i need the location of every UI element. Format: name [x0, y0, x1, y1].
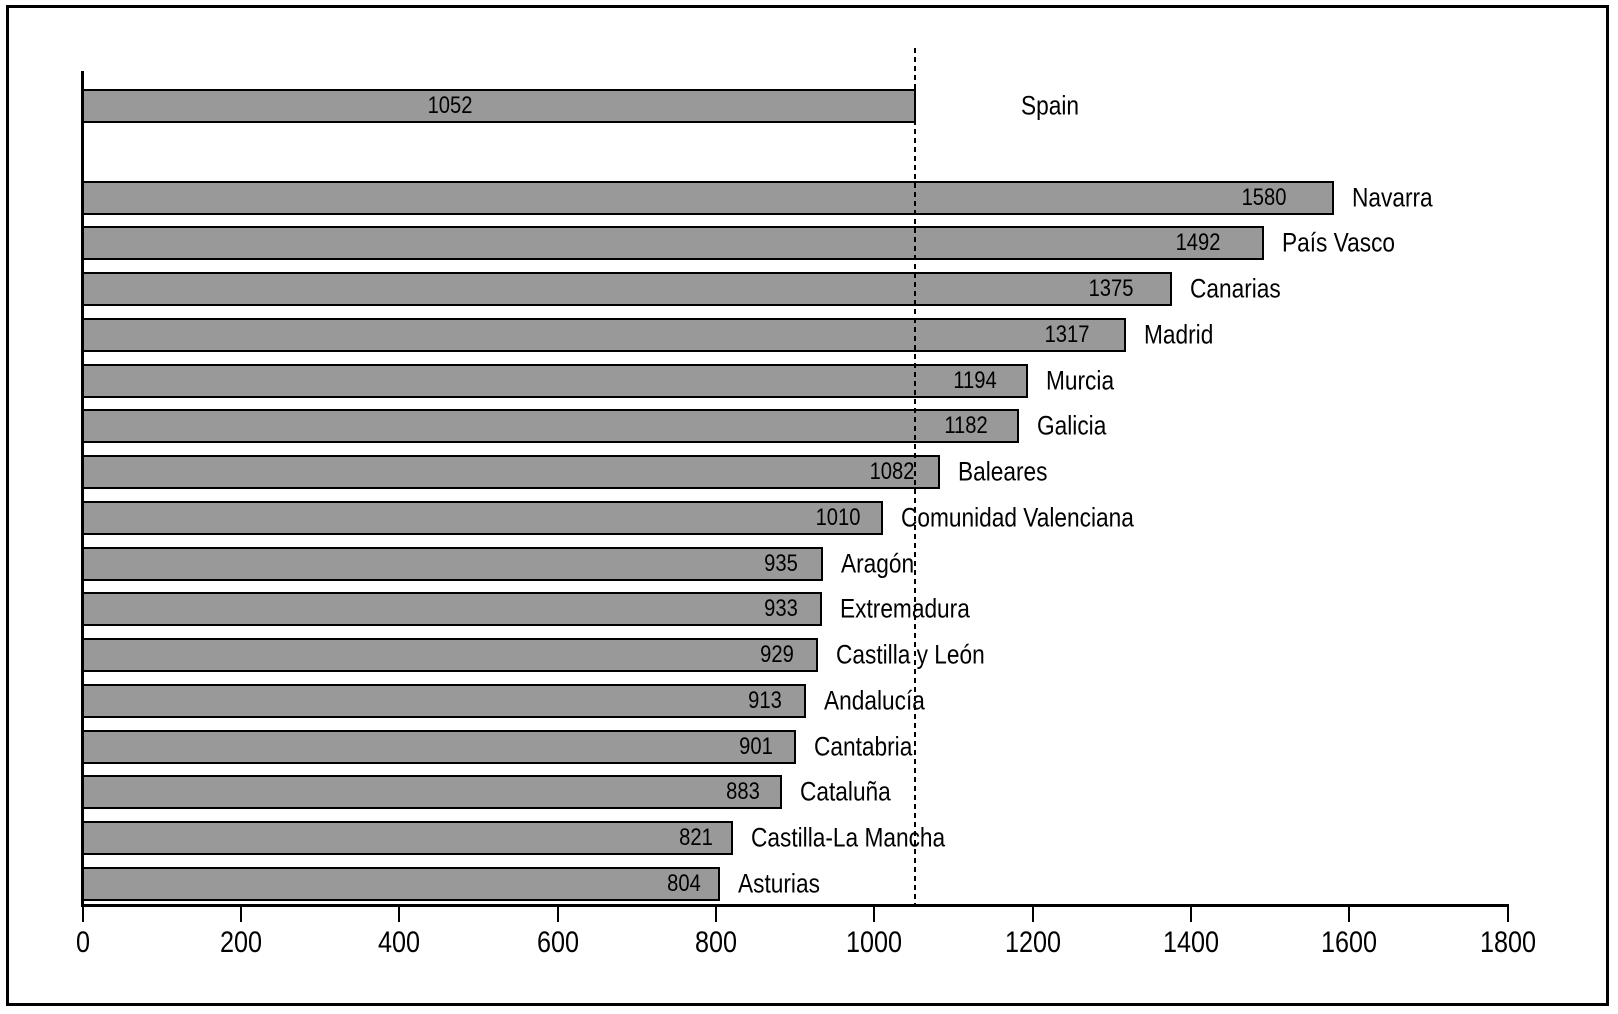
value-label-extremadura: 933	[763, 595, 798, 623]
value-label-spain: 1052	[427, 92, 473, 119]
x-axis-tick-label-0: 0	[75, 926, 90, 959]
category-label-baleares: Baleares	[958, 456, 1048, 487]
x-axis-tick-600	[556, 907, 559, 922]
chart-frame-border	[6, 5, 1609, 1006]
value-label-madrid: 1317	[1045, 320, 1090, 348]
value-label-murcia: 1194	[953, 366, 997, 394]
bar-cantabria	[81, 729, 796, 764]
category-label-galicia: Galicia	[1037, 410, 1107, 441]
x-axis-tick-label-1400: 1400	[1162, 926, 1219, 959]
bar-aragon	[81, 546, 823, 581]
bar-castilla-la-mancha	[81, 821, 733, 855]
value-label-baleares: 1082	[869, 458, 915, 485]
bar-navarra	[81, 180, 1334, 215]
bar-castilla-y-leon	[81, 638, 818, 672]
y-axis-line	[81, 71, 84, 907]
x-axis-tick-label-1200: 1200	[1004, 926, 1061, 959]
bar-galicia	[81, 409, 1019, 444]
category-label-madrid: Madrid	[1144, 319, 1214, 350]
x-axis-tick-1600	[1348, 907, 1351, 922]
value-label-asturias: 804	[667, 869, 702, 897]
category-label-cantabria: Cantabria	[814, 731, 913, 761]
x-axis-line	[81, 904, 1509, 907]
value-label-cataluna: 883	[725, 778, 760, 806]
x-axis-tick-1800	[1506, 907, 1509, 922]
value-label-andalucia: 913	[748, 686, 783, 714]
category-label-castilla-la-mancha: Castilla-La Mancha	[751, 822, 946, 853]
x-axis-tick-label-1600: 1600	[1321, 926, 1378, 959]
value-label-cantabria: 901	[739, 732, 773, 760]
category-label-murcia: Murcia	[1046, 365, 1115, 395]
bar-comunidad-valenciana	[81, 500, 883, 535]
value-label-aragon: 935	[764, 549, 799, 577]
value-label-castilla-y-leon: 929	[759, 641, 794, 668]
bar-cataluna	[81, 775, 782, 810]
bar-pais-vasco	[81, 226, 1264, 261]
x-axis-tick-label-600: 600	[536, 926, 579, 959]
category-label-aragon: Aragón	[841, 548, 915, 578]
category-label-canarias: Canarias	[1190, 273, 1281, 304]
x-axis-tick-200	[239, 907, 242, 922]
category-label-comunidad-valenciana: Comunidad Valenciana	[901, 502, 1134, 533]
x-axis-tick-label-1000: 1000	[846, 926, 903, 959]
x-axis-tick-label-800: 800	[694, 926, 737, 959]
x-axis-tick-label-1800: 1800	[1479, 926, 1536, 959]
category-label-spain: Spain	[1021, 90, 1080, 121]
x-axis-tick-1200	[1031, 907, 1034, 922]
value-label-pais-vasco: 1492	[1175, 229, 1221, 257]
bar-spain	[81, 89, 916, 123]
category-label-cataluna: Cataluña	[800, 776, 891, 807]
x-axis-tick-400	[398, 907, 401, 922]
category-label-asturias: Asturias	[738, 868, 820, 899]
value-label-galicia: 1182	[944, 412, 989, 440]
bar-extremadura	[81, 592, 822, 627]
x-axis-tick-0	[81, 907, 84, 922]
bar-murcia	[81, 363, 1028, 398]
bar-madrid	[81, 317, 1126, 352]
category-label-castilla-y-leon: Castilla y León	[836, 639, 985, 670]
bar-andalucia	[81, 683, 806, 718]
x-axis-tick-1000	[873, 907, 876, 922]
value-label-canarias: 1375	[1088, 275, 1134, 302]
category-label-navarra: Navarra	[1352, 182, 1433, 212]
category-label-andalucia: Andalucía	[824, 685, 925, 716]
x-axis-tick-1400	[1189, 907, 1192, 922]
bar-asturias	[81, 866, 720, 901]
x-axis-tick-label-400: 400	[378, 926, 421, 959]
category-label-extremadura: Extremadura	[840, 593, 970, 624]
bar-canarias	[81, 272, 1172, 306]
x-axis-tick-800	[714, 907, 717, 922]
value-label-navarra: 1580	[1241, 183, 1287, 211]
value-label-castilla-la-mancha: 821	[679, 824, 714, 851]
value-label-comunidad-valenciana: 1010	[815, 503, 861, 531]
category-label-pais-vasco: País Vasco	[1282, 227, 1396, 258]
reference-dashed-line	[914, 48, 917, 907]
x-axis-tick-label-200: 200	[219, 926, 262, 959]
bar-baleares	[81, 455, 940, 489]
